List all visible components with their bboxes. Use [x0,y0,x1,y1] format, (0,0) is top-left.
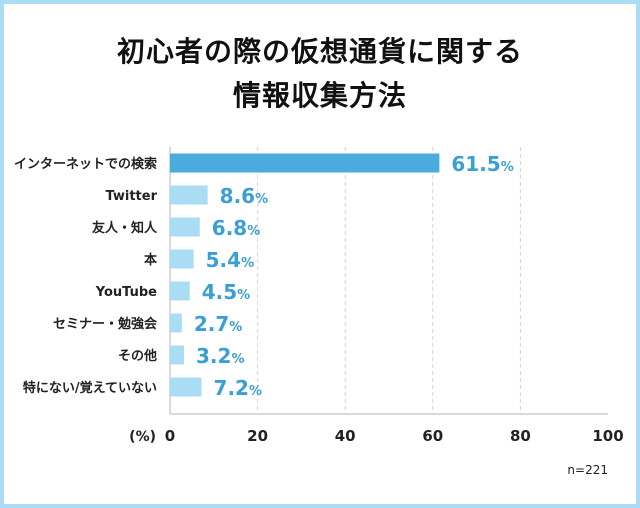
chart-title: 初心者の際の仮想通貨に関する 情報収集方法 [0,30,640,118]
category-label: YouTube [95,285,157,300]
category-label: インターネットでの検索 [14,156,157,172]
bar [170,345,185,365]
x-tick-label: 80 [510,427,531,445]
x-tick-label: 60 [422,427,443,445]
bar [170,153,440,173]
bar [170,313,182,333]
sample-size-note: n=221 [567,463,608,477]
data-label: 6.8% [212,216,260,240]
title-line-1: 初心者の際の仮想通貨に関する [116,35,523,68]
category-label: セミナー・勉強会 [53,316,158,332]
data-label: 61.5% [451,152,513,176]
bar [170,281,190,301]
bar [170,249,194,269]
bar [170,377,202,397]
x-tick-label: 20 [247,427,268,445]
title-line-2: 情報収集方法 [232,79,407,112]
data-label: 8.6% [220,184,268,208]
data-label: 4.5% [202,280,250,304]
x-axis-label: (%) [129,429,156,445]
data-label: 5.4% [206,248,254,272]
bar [170,185,208,205]
bar [170,217,200,237]
x-tick-label: 40 [335,427,356,445]
data-label: 3.2% [196,344,244,368]
category-label: 友人・知人 [92,220,158,236]
data-label: 2.7% [194,312,242,336]
category-label: 特にない/覚えていない [23,380,157,396]
data-label: 7.2% [214,376,262,400]
category-label: Twitter [105,189,157,204]
x-tick-label: 100 [592,427,623,445]
x-tick-label: 0 [165,427,175,445]
category-label: その他 [118,348,157,364]
category-label: 本 [144,252,157,268]
